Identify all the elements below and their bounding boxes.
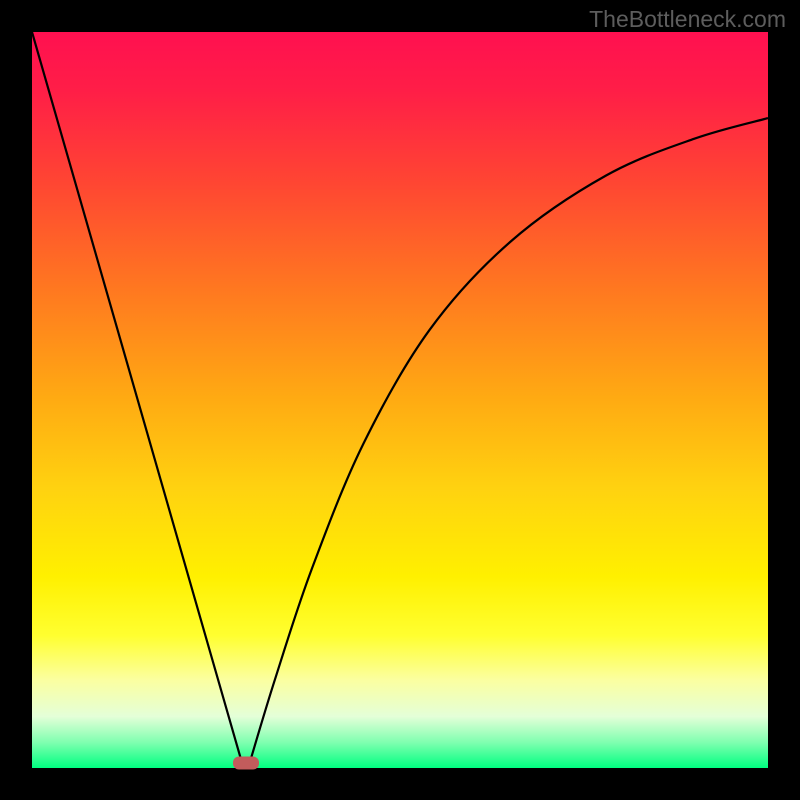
curves-layer: [32, 32, 768, 768]
watermark-text: TheBottleneck.com: [589, 6, 786, 33]
right-curve: [250, 118, 768, 762]
chart-container: TheBottleneck.com: [0, 0, 800, 800]
left-curve: [32, 32, 242, 762]
plot-area: [32, 32, 768, 768]
minimum-marker: [233, 756, 259, 769]
